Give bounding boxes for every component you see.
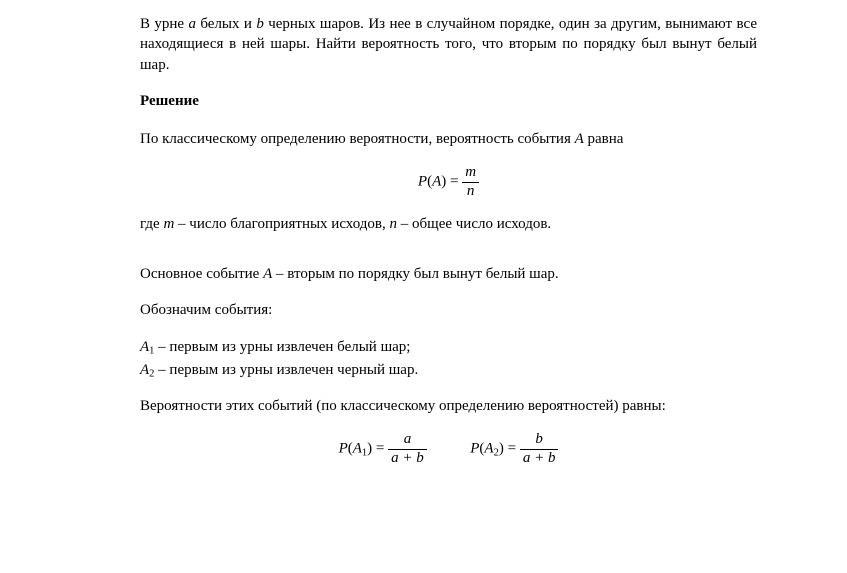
classical-definition-text: По классическому определению вероятности… xyxy=(140,129,757,149)
var-n: n xyxy=(390,216,398,232)
text: – число благоприятных исходов, xyxy=(174,216,389,232)
fraction-m-over-n: m n xyxy=(462,165,479,200)
equals: = xyxy=(446,174,462,190)
event-a1: A1 – первым из урны извлечен белый шар; xyxy=(140,337,757,359)
equation-p-of-a: P(A) = m n xyxy=(140,165,757,200)
var-b: b xyxy=(548,450,556,466)
main-event-text: Основное событие A – вторым по порядку б… xyxy=(140,264,757,284)
equation-pa2: P(A2) = b a + b xyxy=(470,432,558,467)
numerator: a xyxy=(388,432,427,450)
denominator: n xyxy=(462,183,479,200)
text: По классическому определению вероятности… xyxy=(140,131,575,147)
equation-pa1: P(A1) = a a + b xyxy=(339,432,427,467)
equations-pa1-pa2: P(A1) = a a + b P(A2) = b a + b xyxy=(140,432,757,467)
denominator: a + b xyxy=(520,450,559,467)
var-m: m xyxy=(163,216,174,232)
var-b: b xyxy=(416,450,424,466)
var-A: A xyxy=(140,362,149,378)
document-page: В урне a белых и b черных шаров. Из нее … xyxy=(0,0,847,573)
fraction-b-over-aplusb: b a + b xyxy=(520,432,559,467)
problem-statement: В урне a белых и b черных шаров. Из нее … xyxy=(140,14,757,75)
denominator: a + b xyxy=(388,450,427,467)
text: Основное событие xyxy=(140,266,263,282)
event-definitions: A1 – первым из урны извлечен белый шар; … xyxy=(140,337,757,383)
fraction-a-over-aplusb: a a + b xyxy=(388,432,427,467)
text: – первым из урны извлечен белый шар; xyxy=(154,339,410,355)
var-A: A xyxy=(432,174,441,190)
solution-heading: Решение xyxy=(140,91,757,111)
text: равна xyxy=(584,131,624,147)
var-A: A xyxy=(140,339,149,355)
text: белых и xyxy=(196,16,256,32)
plus: + xyxy=(530,450,548,466)
var-a: a xyxy=(188,16,196,32)
var-a: a xyxy=(391,450,399,466)
numerator: m xyxy=(462,165,479,183)
var-A: A xyxy=(353,441,362,457)
denote-heading: Обозначим события: xyxy=(140,300,757,320)
event-a2: A2 – первым из урны извлечен черный шар. xyxy=(140,360,757,382)
text: где xyxy=(140,216,163,232)
var-A: A xyxy=(263,266,272,282)
sym-P: P xyxy=(418,174,427,190)
where-clause: где m – число благоприятных исходов, n –… xyxy=(140,214,757,234)
equals: = xyxy=(504,441,520,457)
text: В урне xyxy=(140,16,188,32)
var-A: A xyxy=(484,441,493,457)
text: – общее число исходов. xyxy=(397,216,551,232)
plus: + xyxy=(399,450,417,466)
numerator: b xyxy=(520,432,559,450)
sym-P: P xyxy=(339,441,348,457)
text: – первым из урны извлечен черный шар. xyxy=(154,362,418,378)
probabilities-intro: Вероятности этих событий (по классическо… xyxy=(140,396,757,416)
text: – вторым по порядку был вынут белый шар. xyxy=(272,266,558,282)
var-A: A xyxy=(575,131,584,147)
equals: = xyxy=(372,441,388,457)
var-b: b xyxy=(256,16,264,32)
spacer xyxy=(140,250,757,264)
